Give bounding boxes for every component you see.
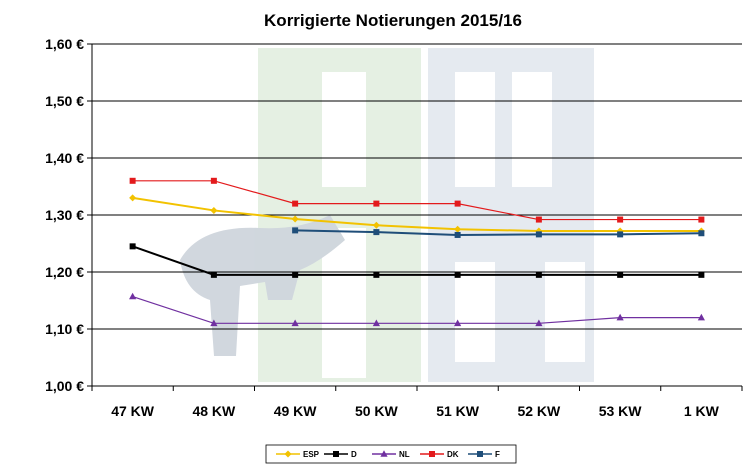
- x-tick-label: 51 KW: [436, 403, 480, 419]
- series-line-nl: [132, 295, 702, 324]
- x-tick-label: 1 KW: [684, 403, 720, 419]
- legend-entry-nl: NL: [372, 450, 410, 459]
- y-tick-label: 1,00 €: [45, 378, 84, 394]
- y-tick-label: 1,20 €: [45, 264, 84, 280]
- data-point-nl: [129, 292, 137, 300]
- legend-swatch-marker: [333, 451, 339, 457]
- legend-label: NL: [399, 450, 410, 459]
- data-point-nl: [697, 313, 705, 321]
- series-dk: [129, 177, 705, 223]
- y-tick-label: 1,10 €: [45, 321, 84, 337]
- data-point-d: [210, 271, 217, 278]
- data-point-f: [617, 231, 624, 238]
- series-nl: [129, 292, 705, 327]
- x-tick-label: 49 KW: [274, 403, 318, 419]
- data-point-nl: [616, 313, 624, 321]
- legend-swatch-marker: [477, 451, 483, 457]
- series-d: [129, 243, 705, 278]
- legend-entry-esp: ESP: [276, 450, 320, 459]
- data-point-dk: [617, 216, 624, 223]
- data-point-f: [454, 231, 461, 238]
- data-point-d: [292, 271, 299, 278]
- legend-entry-dk: DK: [420, 450, 459, 459]
- data-point-dk: [535, 216, 542, 223]
- x-tick-label: 48 KW: [192, 403, 236, 419]
- x-tick-label: 53 KW: [599, 403, 643, 419]
- legend-label: DK: [447, 450, 459, 459]
- data-point-dk: [698, 216, 705, 223]
- data-point-d: [129, 243, 136, 250]
- x-tick-label: 52 KW: [517, 403, 561, 419]
- data-point-f: [292, 227, 299, 234]
- data-point-esp: [372, 221, 380, 229]
- data-point-d: [698, 271, 705, 278]
- data-point-dk: [210, 177, 217, 184]
- y-tick-label: 1,30 €: [45, 207, 84, 223]
- data-point-esp: [454, 225, 462, 233]
- legend-label: F: [495, 450, 500, 459]
- data-point-nl: [210, 319, 218, 327]
- data-point-dk: [292, 200, 299, 207]
- series-f: [292, 227, 705, 238]
- legend-entry-f: F: [468, 450, 500, 459]
- data-point-dk: [373, 200, 380, 207]
- y-tick-label: 1,60 €: [45, 36, 84, 52]
- legend-items: ESP D NL DK F: [276, 450, 500, 459]
- data-point-d: [454, 271, 461, 278]
- data-point-nl: [372, 319, 380, 327]
- data-point-f: [373, 229, 380, 236]
- series-line-dk: [132, 180, 702, 221]
- legend-swatch-marker: [284, 450, 292, 458]
- legend-swatch-marker: [429, 451, 435, 457]
- legend: ESP D NL DK F: [265, 444, 517, 464]
- data-point-f: [535, 231, 542, 238]
- data-point-nl: [454, 319, 462, 327]
- series-layer: [129, 177, 705, 327]
- legend-swatch-marker: [380, 450, 388, 457]
- data-point-d: [535, 271, 542, 278]
- gridlines: [92, 43, 742, 387]
- data-point-f: [698, 230, 705, 237]
- series-line-d: [132, 245, 702, 276]
- data-point-nl: [291, 319, 299, 327]
- y-tick-label: 1,50 €: [45, 93, 84, 109]
- legend-label: ESP: [303, 450, 320, 459]
- data-point-nl: [535, 319, 543, 327]
- data-point-d: [373, 271, 380, 278]
- data-point-esp: [210, 206, 218, 214]
- legend-label: D: [351, 450, 357, 459]
- data-point-dk: [129, 177, 136, 184]
- chart-title: Korrigierte Notierungen 2015/16: [264, 11, 522, 30]
- data-point-esp: [291, 215, 299, 223]
- series-line-f: [295, 229, 702, 236]
- data-point-esp: [129, 194, 137, 202]
- data-point-d: [617, 271, 624, 278]
- y-tick-label: 1,40 €: [45, 150, 84, 166]
- x-tick-label: 47 KW: [111, 403, 155, 419]
- x-tick-label: 50 KW: [355, 403, 399, 419]
- y-axis-tick-labels: 1,00 € 1,10 € 1,20 € 1,30 € 1,40 € 1,50 € 1,60…: [45, 36, 84, 394]
- x-axis-tick-labels: 47 KW 48 KW 49 KW 50 KW 51 KW 52 KW 53 KW 1 KW: [111, 403, 719, 419]
- legend-entry-d: D: [324, 450, 357, 459]
- series-line-esp: [132, 196, 702, 232]
- data-point-dk: [454, 200, 461, 207]
- axes: [87, 43, 743, 391]
